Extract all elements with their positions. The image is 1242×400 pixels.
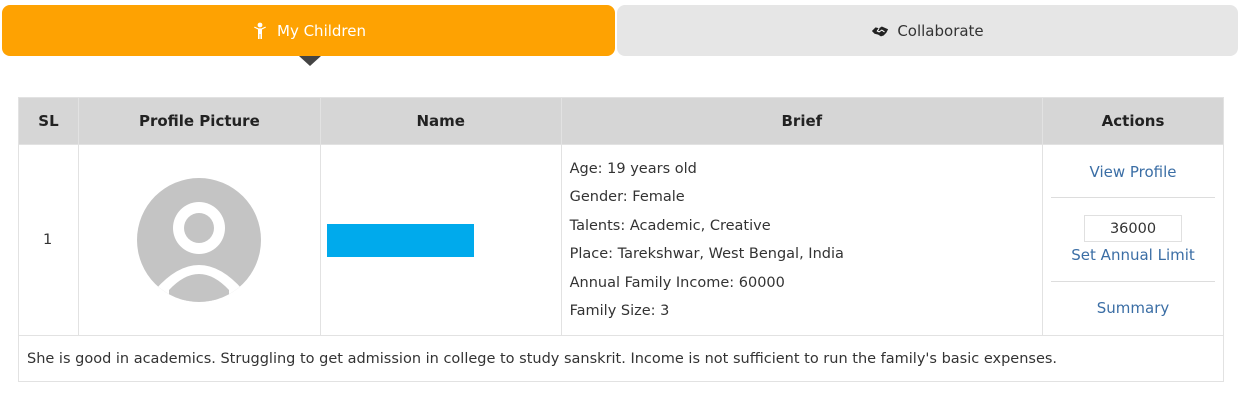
avatar-icon — [137, 178, 262, 303]
header-brief: Brief — [560, 97, 1044, 145]
children-table: SL Profile Picture Name Brief Actions 1 — [18, 97, 1224, 383]
tab-collaborate[interactable]: Collaborate — [617, 5, 1238, 56]
table-row: 1 Age: 19 years old Gender — [18, 143, 1224, 337]
header-actions: Actions — [1042, 97, 1224, 145]
row-sl: 1 — [18, 143, 79, 337]
set-annual-limit-link[interactable]: Set Annual Limit — [1071, 246, 1195, 265]
tab-label: Collaborate — [897, 21, 984, 40]
summary-link[interactable]: Summary — [1096, 298, 1170, 317]
annual-limit-cell: Set Annual Limit — [1051, 198, 1215, 283]
tab-bar: My Children Collaborate — [2, 5, 1238, 66]
summary-cell: Summary — [1051, 282, 1215, 333]
name-redaction-bar — [326, 223, 474, 257]
table-header-row: SL Profile Picture Name Brief Actions — [18, 97, 1224, 145]
active-tab-pointer — [299, 56, 321, 66]
brief-place: Place: Tarekshwar, West Bengal, India — [569, 246, 844, 263]
header-sl: SL — [18, 97, 79, 145]
annual-limit-input[interactable] — [1084, 215, 1183, 243]
view-profile-link[interactable]: View Profile — [1089, 163, 1177, 182]
handshake-icon — [871, 22, 889, 40]
brief-talents: Talents: Academic, Creative — [569, 217, 771, 234]
brief-gender: Gender: Female — [569, 189, 685, 206]
header-profile-picture: Profile Picture — [77, 97, 321, 145]
view-profile-cell: View Profile — [1051, 147, 1215, 199]
header-name: Name — [319, 97, 562, 145]
row-profile-picture — [77, 143, 321, 337]
child-icon — [251, 22, 269, 40]
row-name — [319, 143, 562, 337]
brief-age: Age: 19 years old — [569, 161, 697, 177]
tab-label: My Children — [277, 21, 366, 40]
row-description: She is good in academics. Struggling to … — [18, 335, 1224, 383]
row-actions: View Profile Set Annual Limit Summary — [1042, 143, 1224, 337]
brief-family-size: Family Size: 3 — [569, 303, 670, 320]
brief-income: Annual Family Income: 60000 — [569, 274, 785, 291]
table-row-description: She is good in academics. Struggling to … — [18, 335, 1224, 383]
row-brief: Age: 19 years old Gender: Female Talents… — [560, 143, 1044, 337]
tab-my-children[interactable]: My Children — [2, 5, 615, 66]
